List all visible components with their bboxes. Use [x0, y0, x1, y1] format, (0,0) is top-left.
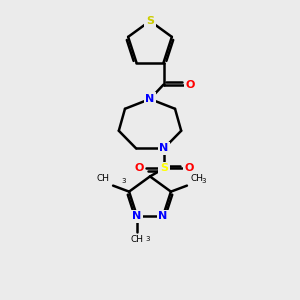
Text: S: S	[146, 16, 154, 26]
Text: 3: 3	[145, 236, 150, 242]
Text: N: N	[159, 143, 169, 153]
Text: 3: 3	[121, 178, 126, 184]
Text: N: N	[132, 211, 142, 221]
Text: CH: CH	[130, 235, 144, 244]
Text: 3: 3	[201, 178, 206, 184]
Text: N: N	[146, 94, 154, 104]
Text: O: O	[184, 164, 194, 173]
Text: N: N	[158, 211, 168, 221]
Text: O: O	[186, 80, 195, 90]
Text: S: S	[160, 164, 168, 173]
Text: CH: CH	[191, 174, 204, 183]
Text: CH: CH	[96, 174, 109, 183]
Text: O: O	[134, 164, 144, 173]
